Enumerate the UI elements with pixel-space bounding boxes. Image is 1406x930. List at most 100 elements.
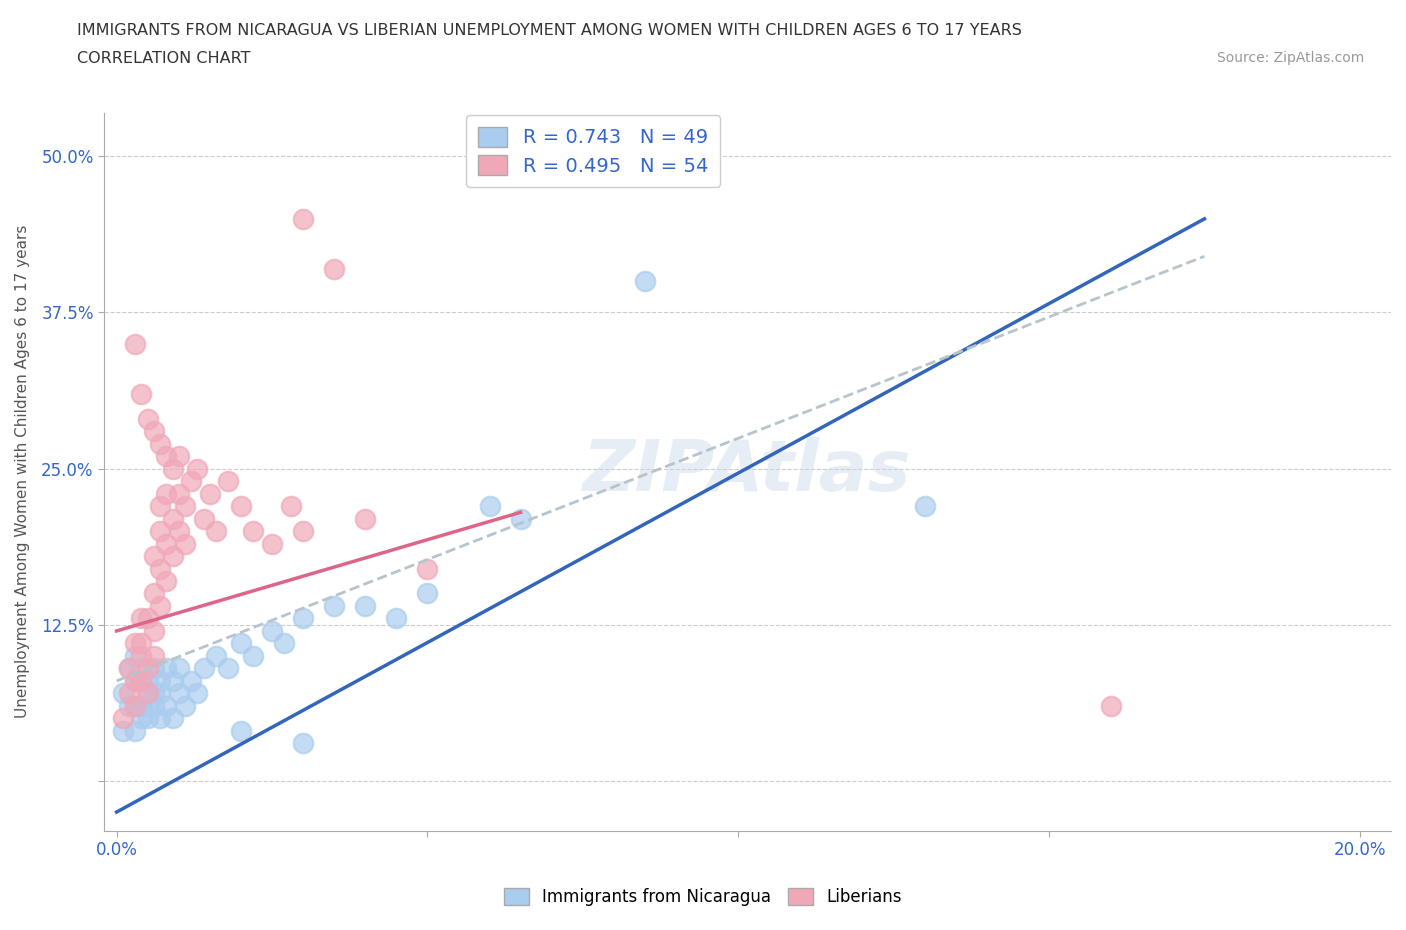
Point — [180, 673, 202, 688]
Point — [149, 436, 172, 451]
Point — [242, 524, 264, 538]
Point — [1099, 698, 1122, 713]
Point — [162, 461, 184, 476]
Point — [167, 686, 190, 701]
Point — [124, 337, 146, 352]
Point — [142, 424, 165, 439]
Point — [142, 623, 165, 638]
Point — [162, 549, 184, 564]
Point — [142, 661, 165, 676]
Point — [280, 498, 302, 513]
Point — [167, 448, 190, 463]
Point — [131, 711, 153, 725]
Legend: Immigrants from Nicaragua, Liberians: Immigrants from Nicaragua, Liberians — [498, 881, 908, 912]
Point — [149, 498, 172, 513]
Point — [385, 611, 408, 626]
Point — [354, 599, 377, 614]
Point — [914, 498, 936, 513]
Point — [292, 611, 315, 626]
Point — [229, 724, 252, 738]
Point — [142, 549, 165, 564]
Point — [167, 524, 190, 538]
Y-axis label: Unemployment Among Women with Children Ages 6 to 17 years: Unemployment Among Women with Children A… — [15, 225, 30, 718]
Point — [124, 698, 146, 713]
Point — [131, 648, 153, 663]
Point — [149, 673, 172, 688]
Point — [186, 686, 208, 701]
Point — [323, 261, 346, 276]
Point — [136, 611, 159, 626]
Point — [167, 486, 190, 501]
Point — [162, 673, 184, 688]
Text: ZIPAtlas: ZIPAtlas — [583, 437, 912, 506]
Point — [149, 561, 172, 576]
Point — [142, 686, 165, 701]
Point — [118, 686, 141, 701]
Point — [124, 724, 146, 738]
Point — [136, 686, 159, 701]
Point — [198, 486, 221, 501]
Point — [118, 698, 141, 713]
Point — [162, 711, 184, 725]
Point — [242, 648, 264, 663]
Point — [260, 623, 283, 638]
Point — [205, 648, 228, 663]
Point — [174, 536, 197, 551]
Point — [149, 711, 172, 725]
Point — [478, 498, 501, 513]
Point — [124, 636, 146, 651]
Point — [131, 636, 153, 651]
Point — [634, 273, 657, 288]
Point — [273, 636, 295, 651]
Point — [136, 673, 159, 688]
Point — [131, 661, 153, 676]
Point — [292, 524, 315, 538]
Point — [149, 524, 172, 538]
Point — [193, 512, 215, 526]
Point — [131, 698, 153, 713]
Point — [229, 636, 252, 651]
Point — [131, 673, 153, 688]
Point — [142, 698, 165, 713]
Point — [174, 498, 197, 513]
Point — [124, 673, 146, 688]
Point — [205, 524, 228, 538]
Point — [155, 661, 177, 676]
Point — [354, 512, 377, 526]
Point — [155, 574, 177, 589]
Point — [142, 648, 165, 663]
Point — [124, 673, 146, 688]
Point — [292, 211, 315, 226]
Point — [193, 661, 215, 676]
Text: CORRELATION CHART: CORRELATION CHART — [77, 51, 250, 66]
Point — [218, 661, 240, 676]
Point — [155, 536, 177, 551]
Point — [149, 686, 172, 701]
Point — [111, 686, 134, 701]
Point — [111, 724, 134, 738]
Point — [509, 512, 531, 526]
Point — [260, 536, 283, 551]
Legend: R = 0.743   N = 49, R = 0.495   N = 54: R = 0.743 N = 49, R = 0.495 N = 54 — [467, 115, 720, 187]
Point — [218, 473, 240, 488]
Point — [136, 686, 159, 701]
Point — [118, 661, 141, 676]
Point — [136, 698, 159, 713]
Point — [155, 698, 177, 713]
Point — [155, 448, 177, 463]
Point — [416, 586, 439, 601]
Text: IMMIGRANTS FROM NICARAGUA VS LIBERIAN UNEMPLOYMENT AMONG WOMEN WITH CHILDREN AGE: IMMIGRANTS FROM NICARAGUA VS LIBERIAN UN… — [77, 23, 1022, 38]
Point — [124, 648, 146, 663]
Point — [131, 386, 153, 401]
Point — [162, 512, 184, 526]
Point — [323, 599, 346, 614]
Point — [149, 599, 172, 614]
Point — [180, 473, 202, 488]
Point — [155, 486, 177, 501]
Text: Source: ZipAtlas.com: Source: ZipAtlas.com — [1216, 51, 1364, 65]
Point — [174, 698, 197, 713]
Point — [136, 711, 159, 725]
Point — [229, 498, 252, 513]
Point — [131, 611, 153, 626]
Point — [186, 461, 208, 476]
